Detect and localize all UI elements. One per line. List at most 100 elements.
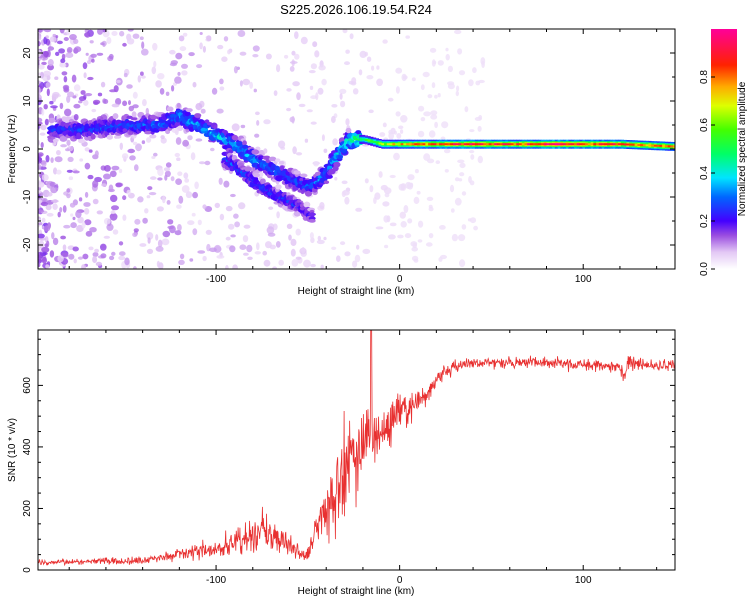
noise-cell — [62, 244, 67, 251]
colorbar-tick-label: 0.6 — [699, 118, 710, 132]
noise-cell — [291, 116, 295, 124]
band-cell — [656, 144, 660, 147]
noise-cell — [47, 46, 55, 51]
noise-cell — [249, 81, 254, 89]
noise-cell — [187, 135, 193, 141]
noise-cell — [477, 155, 483, 164]
ridge-cell — [278, 160, 285, 165]
noise-cell — [362, 248, 371, 255]
noise-cell — [416, 190, 421, 195]
noise-cell — [237, 30, 246, 37]
noise-cell — [167, 219, 174, 225]
x-tick-label: 0 — [397, 575, 403, 586]
band-cell — [604, 143, 608, 146]
noise-cell — [115, 182, 123, 188]
noise-cell — [239, 244, 247, 250]
y-tick-label: 0 — [22, 567, 33, 573]
noise-cell — [423, 153, 431, 161]
noise-cell — [111, 205, 119, 211]
noise-cell — [38, 117, 43, 123]
noise-cell — [106, 36, 112, 45]
noise-cell — [334, 176, 338, 181]
noise-cell — [323, 236, 327, 241]
noise-cell — [96, 210, 104, 215]
noise-cell — [428, 233, 434, 239]
band-cell — [441, 143, 446, 146]
noise-cell — [400, 129, 404, 134]
noise-cell — [480, 57, 486, 65]
noise-cell — [400, 221, 407, 228]
noise-cell — [94, 248, 99, 253]
noise-cell — [109, 89, 117, 93]
noise-cell — [161, 238, 170, 246]
noise-cell — [223, 180, 230, 188]
noise-cell — [84, 147, 90, 152]
ridge-cell — [241, 144, 249, 149]
noise-cell — [418, 105, 425, 112]
ridge-cell — [355, 130, 362, 135]
noise-cell — [85, 230, 93, 237]
noise-cell — [56, 150, 61, 156]
noise-cell — [45, 264, 50, 269]
noise-cell — [410, 241, 418, 247]
noise-cell — [38, 156, 42, 164]
noise-cell — [38, 163, 42, 171]
ridge-cell — [194, 113, 202, 118]
band-cell — [645, 144, 649, 147]
noise-cell — [137, 196, 144, 203]
noise-cell — [119, 251, 126, 256]
noise-cell — [331, 115, 336, 124]
band-cell — [433, 143, 437, 146]
noise-cell — [469, 129, 475, 133]
noise-cell — [376, 65, 380, 70]
noise-cell — [358, 69, 363, 76]
noise-cell — [444, 148, 451, 154]
noise-cell — [313, 161, 319, 167]
noise-cell — [63, 224, 71, 229]
noise-cell — [339, 93, 343, 100]
noise-cell — [87, 174, 94, 180]
noise-cell — [382, 39, 388, 44]
noise-cell — [228, 223, 235, 230]
ridge-cell — [149, 114, 158, 120]
band-cell — [651, 144, 655, 147]
noise-cell — [190, 152, 196, 161]
noise-cell — [219, 213, 225, 221]
band-cell — [587, 143, 591, 146]
noise-cell — [366, 56, 372, 62]
spectrogram-heatmap — [38, 29, 675, 269]
ridge-cell — [325, 174, 333, 179]
noise-cell — [455, 90, 459, 97]
ridge-cell — [299, 177, 304, 182]
noise-cell — [181, 185, 190, 193]
band-cell — [510, 143, 514, 146]
noise-cell — [94, 150, 99, 157]
noise-cell — [76, 224, 84, 233]
noise-cell — [153, 60, 157, 68]
noise-cell — [91, 108, 97, 113]
y-tick-label: 400 — [22, 438, 33, 455]
noise-cell — [68, 253, 75, 260]
noise-cell — [103, 165, 111, 172]
noise-cell — [195, 103, 203, 111]
noise-cell — [397, 234, 404, 239]
noise-cell — [82, 62, 88, 70]
noise-cell — [472, 67, 477, 74]
noise-cell — [49, 36, 57, 43]
noise-cell — [54, 76, 59, 80]
noise-cell — [234, 221, 241, 228]
noise-cell — [127, 148, 135, 154]
noise-cell — [63, 87, 70, 93]
noise-cell — [40, 201, 48, 207]
noise-cell — [295, 152, 303, 156]
noise-cell — [142, 217, 148, 224]
noise-cell — [199, 32, 203, 35]
ridge-cell — [204, 119, 210, 124]
noise-cell — [317, 235, 321, 241]
noise-cell — [344, 61, 350, 66]
noise-cell — [132, 91, 138, 99]
noise-cell — [72, 246, 79, 252]
noise-cell — [155, 246, 164, 252]
noise-cell — [246, 244, 253, 253]
noise-cell — [103, 99, 109, 104]
